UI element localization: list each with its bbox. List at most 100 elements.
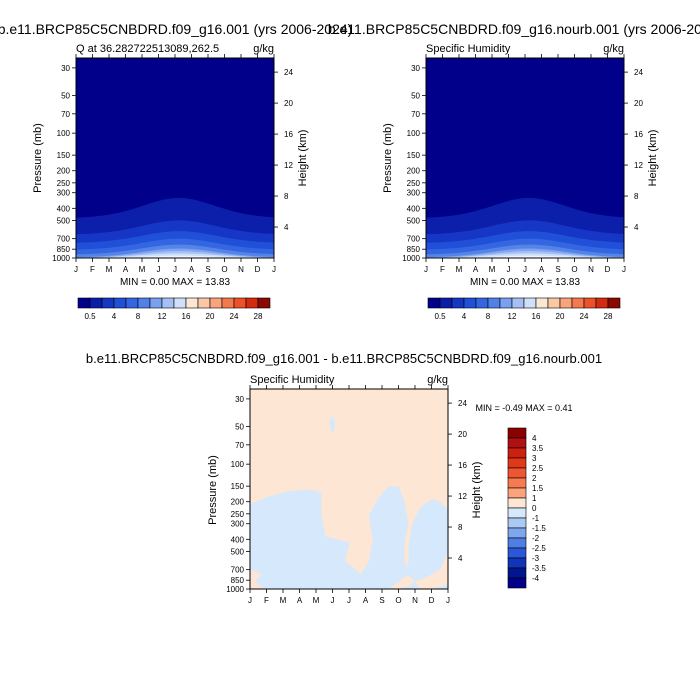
colorbar-swatch	[583, 297, 597, 309]
panel-2-minmax: MIN = 0.00 MAX = 13.83	[470, 277, 580, 288]
colorbar-label: 12	[158, 312, 167, 321]
colorbar-label: 28	[254, 312, 263, 321]
y-right-tick-label: 24	[458, 399, 467, 408]
colorbar-panel-1: 0.5 4 8 12 16 20 24 28	[77, 297, 271, 321]
y-right-tick-label: 12	[284, 161, 293, 170]
colorbar-label: 16	[182, 312, 191, 321]
y-tick-label: 700	[57, 235, 71, 244]
y-tick-label: 200	[57, 167, 71, 176]
colorbar-label: 0.5	[84, 312, 96, 321]
colorbar-label: 3	[532, 454, 537, 463]
panel-3: b.e11.BRCP85C5CNBDRD.f09_g16.001 - b.e11…	[86, 351, 602, 525]
colorbar-label: -4	[532, 574, 540, 583]
contour-region-negative	[250, 489, 389, 589]
y-tick-label: 50	[61, 92, 70, 101]
colorbar-swatch	[571, 297, 585, 309]
y-tick-label: 1000	[402, 254, 420, 263]
x-tick-label: J	[331, 596, 335, 605]
x-tick-label: S	[379, 596, 384, 605]
x-tick-label: F	[90, 265, 95, 274]
y-right-tick-label: 4	[284, 223, 289, 232]
x-tick-label: A	[363, 596, 369, 605]
x-tick-label: J	[173, 265, 177, 274]
colorbar-swatch	[197, 297, 211, 309]
y-tick-label: 850	[57, 245, 71, 254]
y-tick-label: 300	[231, 520, 245, 529]
colorbar-label: 24	[230, 312, 239, 321]
y-tick-label: 150	[231, 482, 245, 491]
colorbar-label: 1.5	[532, 484, 544, 493]
y-tick-label: 100	[407, 129, 421, 138]
x-tick-label: F	[264, 596, 269, 605]
x-tick-label: A	[539, 265, 545, 274]
colorbar-swatch	[511, 297, 525, 309]
y-right-tick-label: 24	[284, 68, 293, 77]
colorbar-label: 4	[112, 312, 117, 321]
y-right-tick-label: 20	[284, 99, 293, 108]
y-tick-label: 850	[231, 576, 245, 585]
colorbar-swatch	[427, 297, 441, 309]
y-right-tick-label: 4	[634, 223, 639, 232]
y-tick-label: 250	[407, 179, 421, 188]
contour-band	[426, 253, 624, 258]
y-right-tick-label: 8	[634, 192, 639, 201]
y-tick-label: 50	[411, 92, 420, 101]
x-tick-label: A	[473, 265, 479, 274]
y-tick-label: 30	[235, 395, 244, 404]
panel-1-minmax: MIN = 0.00 MAX = 13.83	[120, 277, 230, 288]
y-right-tick-label: 16	[284, 130, 293, 139]
y-tick-label: 70	[411, 110, 420, 119]
x-tick-label: J	[424, 265, 428, 274]
panel-3-minmax: MIN = -0.49 MAX = 0.41	[475, 403, 572, 413]
colorbar-label: 20	[556, 312, 565, 321]
colorbar-swatch	[463, 297, 477, 309]
chart-marks: J F M A M J J A S O N D J305070100150200250300400500…	[52, 54, 643, 605]
x-tick-label: A	[189, 265, 195, 274]
y-tick-label: 700	[231, 566, 245, 575]
x-tick-label: J	[446, 596, 450, 605]
contour-band	[76, 255, 274, 258]
colorbar-swatch	[89, 297, 103, 309]
colorbar-label: 4	[532, 434, 537, 443]
y-tick-label: 200	[231, 498, 245, 507]
panel-2: b.e11.BRCP85C5CNBDRD.f09_g16.nourb.001 (…	[328, 21, 700, 288]
y-right-tick-label: 24	[634, 68, 643, 77]
x-tick-label: J	[248, 596, 252, 605]
y-tick-label: 500	[407, 216, 421, 225]
panel-2-right-label: g/kg	[603, 43, 624, 55]
colorbar-swatch	[507, 477, 527, 489]
panel-1-left-label: Q at 36.282722513089,262.5	[76, 43, 219, 55]
colorbar-panel-3: 43.532.521.510-1-1.5-2-2.5-3-3.5-4	[507, 427, 546, 589]
x-tick-label: S	[205, 265, 210, 274]
y-tick-label: 250	[57, 179, 71, 188]
x-tick-label: J	[272, 265, 276, 274]
panel-1-title: b.e11.BRCP85C5CNBDRD.f09_g16.001 (yrs 20…	[0, 21, 352, 37]
y-tick-label: 700	[407, 235, 421, 244]
colorbar-label: 2	[532, 474, 537, 483]
colorbar-swatch	[507, 487, 527, 499]
colorbar-swatch	[137, 297, 151, 309]
colorbar-swatch	[487, 297, 501, 309]
colorbar-swatch	[507, 467, 527, 479]
colorbar-label: 12	[508, 312, 517, 321]
colorbar-swatch	[507, 447, 527, 459]
colorbar-swatch	[185, 297, 199, 309]
colorbar-swatch	[507, 537, 527, 549]
colorbar-swatch	[559, 297, 573, 309]
colorbar-swatch	[507, 567, 527, 579]
colorbar-swatch	[507, 547, 527, 559]
contour-band	[76, 253, 274, 258]
y-tick-label: 100	[57, 129, 71, 138]
colorbar-label: 3.5	[532, 444, 544, 453]
colorbar-label: 0.5	[434, 312, 446, 321]
y-tick-label: 150	[57, 151, 71, 160]
y-tick-label: 150	[407, 151, 421, 160]
colorbar-swatch	[507, 577, 527, 589]
x-tick-label: O	[395, 596, 401, 605]
x-tick-label: M	[456, 265, 463, 274]
colorbar-swatch	[257, 297, 271, 309]
y-tick-label: 30	[411, 64, 420, 73]
